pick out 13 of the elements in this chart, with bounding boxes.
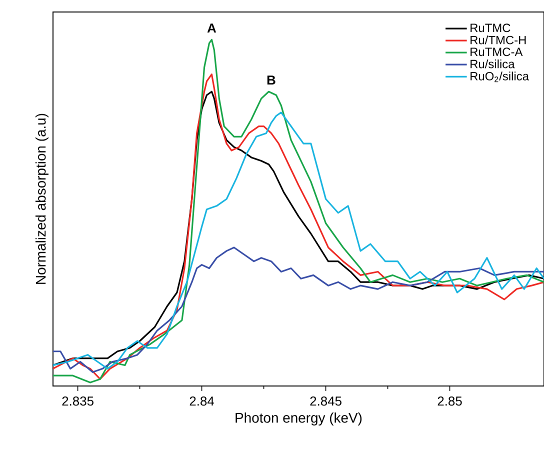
- x-tick-label: 2.845: [310, 396, 342, 406]
- x-tick-label: 2.835: [62, 396, 94, 406]
- legend-label: Ru/silica: [470, 59, 515, 68]
- x-tick-label: 2.84: [190, 396, 214, 406]
- x-tick-label: 2.85: [438, 396, 462, 406]
- legend-label: RuO$_{2}$/silica: [470, 72, 529, 82]
- y-axis-title: Normalized absorption (a.u): [35, 114, 48, 284]
- legend-label: Ru/TMC-H: [470, 36, 526, 44]
- x-axis-title: Photon energy (keV): [236, 412, 362, 426]
- legend-label: RuTMC: [470, 24, 510, 32]
- legend-label: RuTMC-A: [470, 48, 523, 56]
- annotation: B: [267, 76, 276, 84]
- annotation: A: [207, 24, 216, 33]
